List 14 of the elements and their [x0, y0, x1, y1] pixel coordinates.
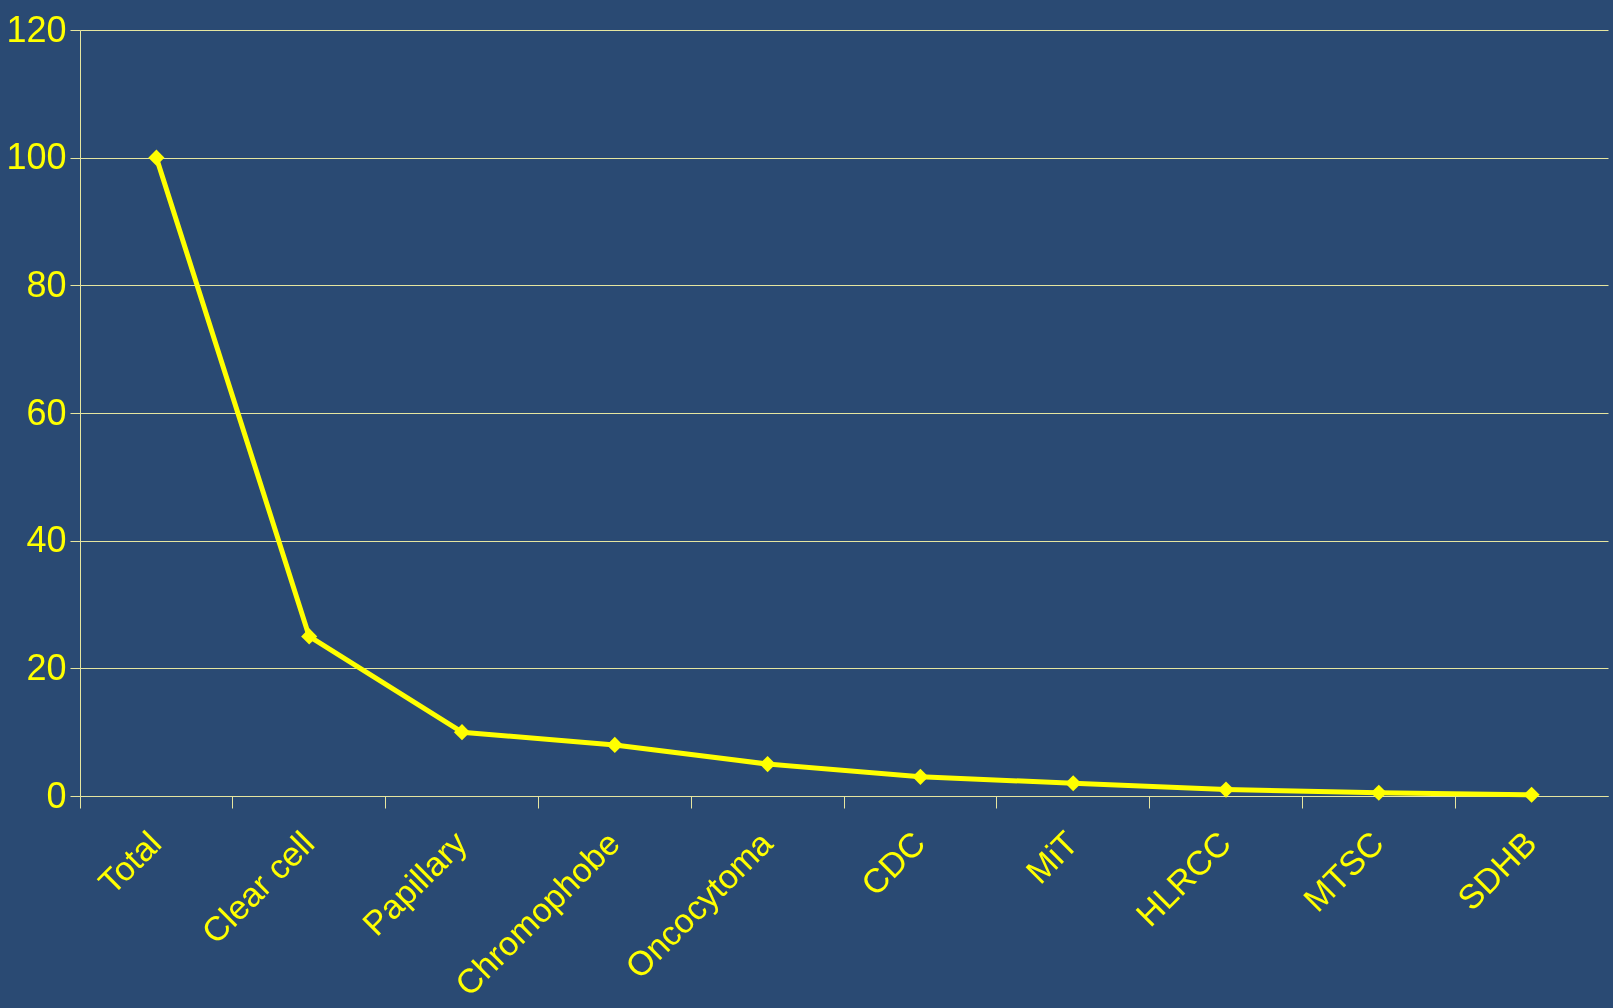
y-tick-label: 20: [26, 646, 67, 688]
point: [148, 149, 165, 166]
y-tick-label: 100: [6, 136, 67, 178]
x-tick-label: MiT: [1018, 823, 1086, 891]
point: [453, 724, 471, 741]
point: [759, 756, 776, 773]
y-tick-label: 60: [26, 391, 67, 433]
point: [301, 628, 318, 645]
y-tick-label: 120: [6, 8, 67, 50]
y-tick-label: 0: [46, 774, 67, 816]
point: [1523, 786, 1540, 803]
y-tick-label: 80: [26, 263, 67, 305]
y-tick-label: 40: [26, 519, 67, 561]
point: [912, 768, 929, 785]
